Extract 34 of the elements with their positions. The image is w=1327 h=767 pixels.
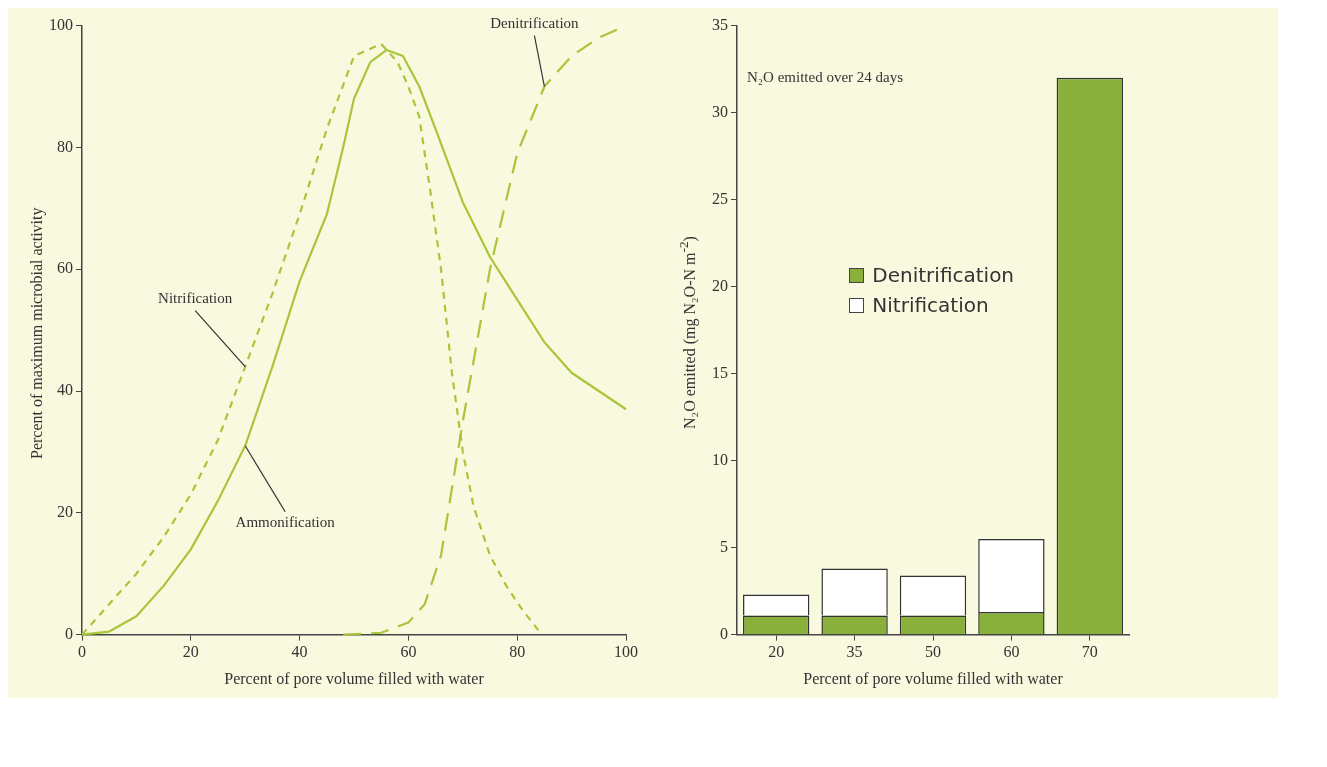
y-tick-label: 25: [712, 189, 729, 207]
x-tick-label: 50: [925, 643, 942, 661]
y-tick-label: 40: [57, 381, 73, 399]
x-tick-label: 0: [78, 643, 86, 661]
y-tick-label: 20: [57, 503, 73, 520]
x-tick-label: 20: [768, 643, 785, 661]
y-tick-label: 5: [720, 537, 729, 555]
y-tick-label: 0: [720, 624, 729, 642]
y-tick-label: 0: [65, 624, 73, 642]
x-tick-label: 35: [846, 643, 863, 661]
x-tick-label: 20: [182, 643, 199, 661]
x-axis-title: Percent of pore volume filled with water: [803, 669, 1064, 688]
y-tick-label: 10: [712, 450, 729, 468]
x-tick-label: 60: [400, 643, 417, 661]
series-label: Ammonification: [235, 514, 336, 531]
y-tick-label: 60: [57, 259, 73, 277]
x-axis-title: Percent of pore volume filled with water: [224, 669, 485, 688]
annotation: N₂O emitted over 24 days: [747, 69, 904, 86]
text: Nitrification: [158, 290, 233, 307]
y-tick-label: 30: [712, 102, 729, 120]
x-tick-label: 70: [1082, 643, 1099, 661]
legend-label: Denitrification: [872, 263, 1015, 287]
x-tick-label: 40: [291, 643, 308, 661]
x-tick-label: 80: [509, 643, 526, 661]
y-tick-label: 15: [712, 363, 729, 381]
y-tick-label: 80: [57, 137, 73, 155]
x-tick-label: 60: [1003, 643, 1020, 661]
y-tick-label: 100: [49, 15, 73, 33]
y-tick-label: 35: [712, 15, 729, 33]
y-axis-title: Percent of maximum microbial activity: [28, 206, 46, 461]
y-tick-label: 20: [712, 276, 729, 294]
legend-label: Nitrification: [872, 293, 989, 317]
x-tick-label: 100: [614, 643, 638, 661]
series-label: Denitrification: [490, 14, 580, 31]
